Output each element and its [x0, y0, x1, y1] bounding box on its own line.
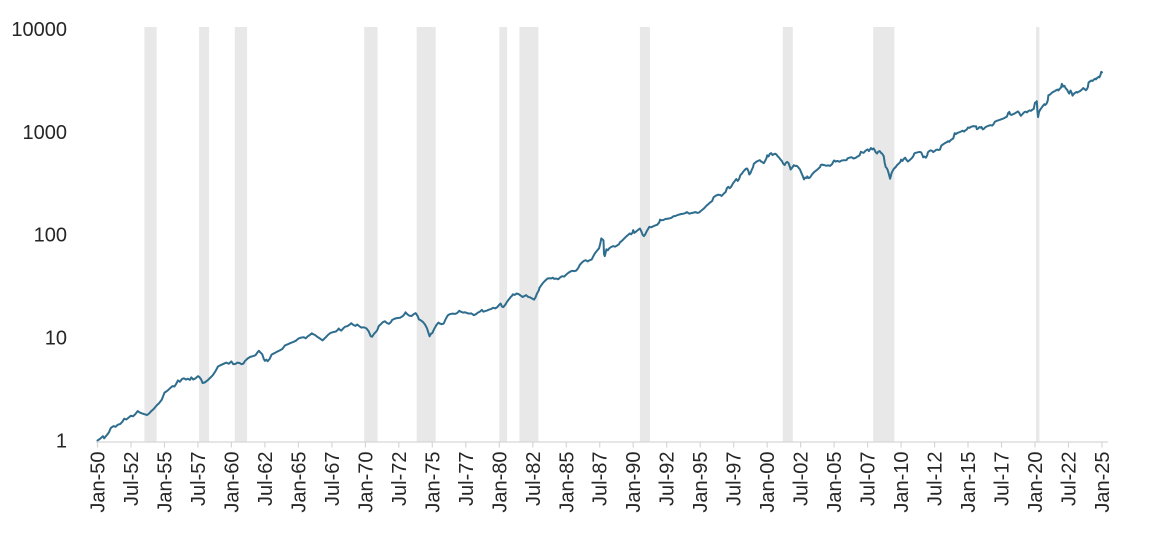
x-tick-label: Jan-80	[489, 452, 511, 513]
x-tick-label: Jan-85	[556, 452, 578, 513]
x-tick-label: Jan-00	[757, 452, 779, 513]
x-tick-label: Jan-70	[355, 452, 377, 513]
x-tick-label: Jul-67	[322, 452, 344, 506]
x-tick-marks-group	[96, 442, 1103, 448]
x-tick-label: Jul-12	[925, 452, 947, 506]
recession-band	[519, 27, 539, 442]
y-tick-labels-group: 1 10 100 1000 10000	[11, 19, 67, 453]
index-series-line	[96, 70, 1103, 442]
x-tick-label: Jan-65	[288, 452, 310, 513]
y-tick-label: 10	[45, 328, 67, 350]
recession-band	[1036, 27, 1040, 442]
x-tick-label: Jul-82	[523, 452, 545, 506]
x-tick-label: Jul-57	[188, 452, 210, 506]
x-tick-label: Jul-07	[858, 452, 880, 506]
recession-band	[782, 27, 793, 442]
x-tick-label: Jan-20	[1025, 452, 1047, 513]
y-tick-label: 100	[34, 225, 67, 247]
x-tick-label: Jul-62	[255, 452, 277, 506]
x-tick-label: Jan-75	[422, 452, 444, 513]
x-tick-label: Jan-60	[221, 452, 243, 513]
recession-band	[873, 27, 895, 442]
x-tick-label: Jul-97	[724, 452, 746, 506]
x-tick-label: Jul-72	[389, 452, 411, 506]
recession-band	[144, 27, 157, 442]
x-tick-label: Jan-55	[155, 452, 177, 513]
recession-band	[416, 27, 436, 442]
x-tick-label: Jan-25	[1092, 452, 1114, 513]
x-tick-label: Jan-90	[623, 452, 645, 513]
x-tick-label: Jul-87	[590, 452, 612, 506]
x-tick-labels-group: Jan-50 Jul-52 Jan-55 Jul-57 Jan-60 Jul-62 Jan-…	[88, 452, 1115, 513]
x-tick-label: Jul-77	[456, 452, 478, 506]
recession-band	[199, 27, 210, 442]
x-tick-label: Jan-15	[958, 452, 980, 513]
recession-bands-group	[144, 27, 1040, 442]
series-line-group	[96, 70, 1103, 442]
recession-band	[499, 27, 508, 442]
x-tick-label: Jan-10	[891, 452, 913, 513]
x-tick-label: Jul-22	[1059, 452, 1081, 506]
recession-band	[364, 27, 378, 442]
x-tick-label: Jan-05	[824, 452, 846, 513]
y-tick-label: 1000	[23, 122, 68, 144]
x-tick-label: Jan-95	[690, 452, 712, 513]
x-tick-label: Jan-50	[88, 452, 110, 513]
x-tick-label: Jul-52	[121, 452, 143, 506]
recession-band	[234, 27, 248, 442]
x-tick-label: Jul-92	[657, 452, 679, 506]
y-tick-label: 1	[56, 431, 67, 453]
x-tick-label: Jul-02	[791, 452, 813, 506]
x-tick-label: Jul-17	[992, 452, 1014, 506]
y-tick-label: 10000	[11, 19, 67, 41]
